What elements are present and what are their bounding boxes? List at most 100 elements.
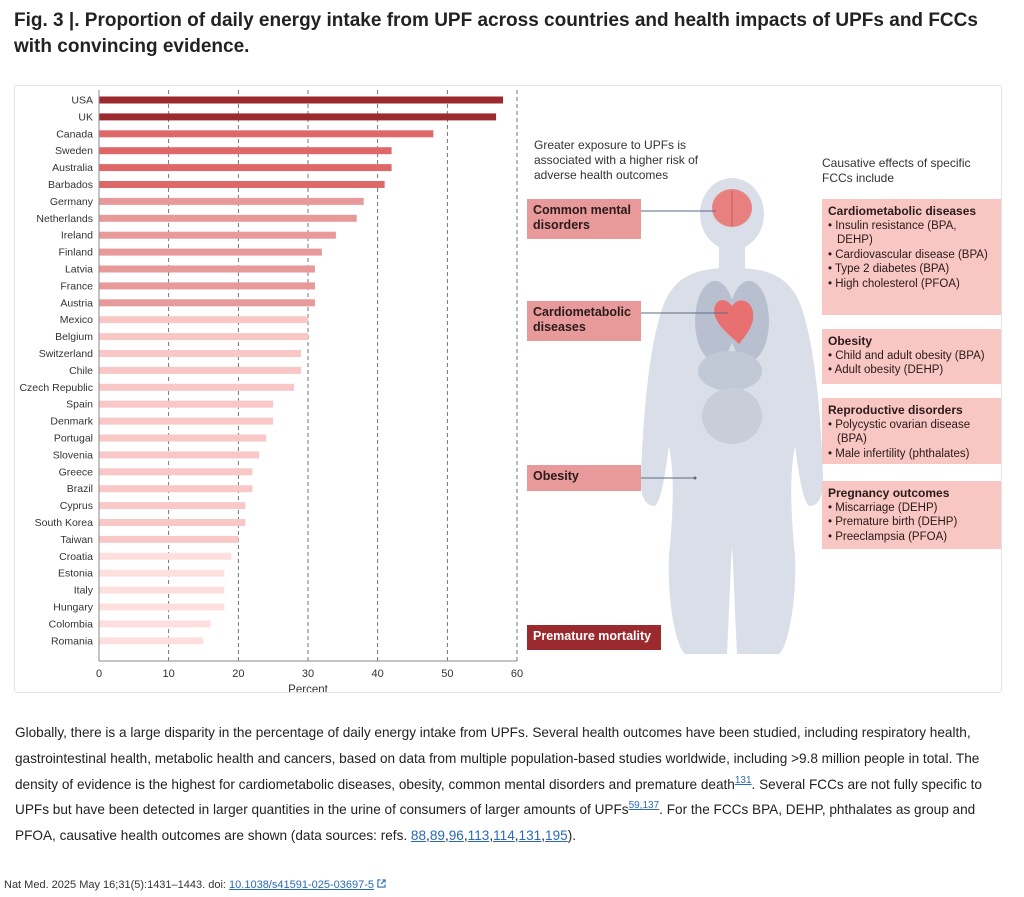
bar	[99, 552, 232, 560]
bar	[99, 502, 246, 510]
bar	[99, 417, 274, 425]
category-label: Estonia	[58, 568, 93, 580]
category-label: Croatia	[59, 551, 93, 563]
bar	[99, 214, 357, 222]
caption-text: . Several FCCs are not fully specific to…	[15, 776, 982, 818]
x-tick-label: 50	[441, 668, 453, 680]
caption-text: . For the FCCs BPA, DEHP, phthalates as …	[15, 802, 976, 844]
category-label: Spain	[66, 399, 93, 411]
category-label: South Korea	[35, 517, 94, 529]
fcc-heading: Reproductive disorders	[828, 403, 963, 417]
bar	[99, 282, 315, 290]
bar	[99, 248, 322, 256]
x-tick-label: 30	[302, 668, 314, 680]
x-tick-label: 10	[163, 668, 175, 680]
bar	[99, 485, 253, 493]
human-body-illustration	[640, 178, 824, 654]
outcome-premature-mortality: Premature mortality	[527, 625, 661, 650]
ref-link[interactable]: 131	[518, 828, 542, 844]
citation-text: Nat Med. 2025 May 16;31(5):1431–1443. do…	[4, 879, 230, 891]
bar	[99, 231, 336, 239]
bar	[99, 468, 253, 476]
category-label: Taiwan	[60, 534, 93, 546]
category-label: Mexico	[60, 314, 93, 326]
bar	[99, 265, 315, 273]
outcome-obesity: Obesity	[527, 465, 641, 491]
category-label: Austria	[60, 297, 93, 309]
bar	[99, 147, 392, 155]
bar	[99, 299, 315, 307]
x-tick-label: 0	[96, 668, 102, 680]
fcc-item: Insulin resistance (BPA, DEHP)	[835, 219, 957, 247]
figure-panel: 0 10 20 30 40 50 60 USA UK Canada Sweden Australia B…	[14, 85, 1002, 693]
ref-link[interactable]: 96	[448, 828, 464, 844]
bar	[99, 603, 225, 611]
fcc-item: Cardiovascular disease (BPA)	[835, 248, 988, 261]
bar	[99, 519, 246, 526]
ref-link[interactable]: 59,137	[628, 800, 660, 812]
ref-link[interactable]: 88	[410, 828, 427, 844]
category-label: Czech Republic	[19, 382, 93, 394]
bar	[99, 400, 274, 408]
bar	[99, 366, 302, 374]
bar	[99, 383, 295, 391]
fcc-heading: Cardiometabolic diseases	[828, 204, 977, 218]
category-label: Portugal	[54, 433, 93, 445]
brain-icon	[712, 189, 752, 227]
ref-link[interactable]: 131	[734, 774, 752, 786]
outcome-cardiometabolic-diseases: Cardiometabolic diseases	[527, 301, 641, 341]
bar	[99, 569, 225, 577]
category-label: Cyprus	[60, 500, 93, 512]
bar	[99, 620, 211, 628]
external-link-icon[interactable]	[377, 879, 386, 888]
category-label: Australia	[52, 162, 93, 174]
bar-chart: 0 10 20 30 40 50 60 USA UK Canada Sweden Australia B…	[19, 90, 523, 692]
category-label: Chile	[69, 365, 93, 377]
bar	[99, 637, 204, 645]
category-label: Canada	[56, 128, 93, 140]
figure-title: Fig. 3 |. Proportion of daily energy int…	[14, 10, 978, 57]
category-label: Latvia	[65, 264, 93, 276]
fcc-item: Preeclampsia (PFOA)	[835, 530, 948, 543]
figure-caption: Globally, there is a large disparity in …	[15, 725, 982, 844]
category-label: Hungary	[53, 602, 93, 614]
fcc-item: Male infertility (phthalates)	[835, 447, 970, 460]
ref-link[interactable]: 113	[467, 828, 490, 844]
category-label: USA	[71, 95, 93, 107]
category-label: Greece	[59, 466, 94, 478]
x-tick-label: 20	[232, 668, 244, 680]
bar	[99, 130, 434, 138]
doi-link[interactable]: 10.1038/s41591-025-03697-5	[229, 879, 375, 891]
category-label: Colombia	[49, 618, 94, 630]
fcc-box-obesity: Obesity • Child and adult obesity (BPA) …	[822, 329, 1001, 384]
category-label: UK	[78, 111, 93, 123]
fcc-item: Polycystic ovarian disease (BPA)	[835, 418, 971, 446]
bar	[99, 164, 392, 172]
category-label: Germany	[50, 196, 94, 208]
citation: Nat Med. 2025 May 16;31(5):1431–1443. do…	[4, 879, 386, 891]
category-label: Denmark	[50, 416, 93, 428]
right-heading: Causative effects of specific FCCs inclu…	[822, 156, 971, 185]
category-label: Brazil	[67, 483, 93, 495]
fcc-item: Premature birth (DEHP)	[835, 516, 958, 528]
ref-link[interactable]: 89	[429, 828, 445, 844]
ref-link[interactable]: 195	[545, 828, 568, 844]
x-tick-label: 60	[511, 668, 523, 680]
x-tick-label: 40	[372, 668, 384, 680]
fcc-item: High cholesterol (PFOA)	[835, 277, 960, 290]
bar	[99, 113, 497, 121]
bar	[99, 586, 225, 594]
fcc-item: Type 2 diabetes (BPA)	[835, 263, 950, 275]
fcc-box-reproductive: Reproductive disorders • Polycystic ovar…	[822, 398, 1001, 464]
ref-link[interactable]: 114	[493, 828, 515, 844]
category-label: Sweden	[55, 145, 93, 157]
bar	[99, 96, 504, 104]
caption-text: ).	[567, 828, 577, 844]
caption-text: Globally, there is a large disparity in …	[15, 725, 980, 792]
fcc-box-pregnancy: Pregnancy outcomes • Miscarriage (DEHP) …	[822, 481, 1001, 549]
bar	[99, 316, 308, 324]
left-heading: Greater exposure to UPFs is associated w…	[534, 138, 699, 182]
fcc-item: Adult obesity (DEHP)	[834, 364, 944, 376]
category-label: Slovenia	[53, 449, 93, 461]
category-label: Belgium	[55, 331, 93, 343]
